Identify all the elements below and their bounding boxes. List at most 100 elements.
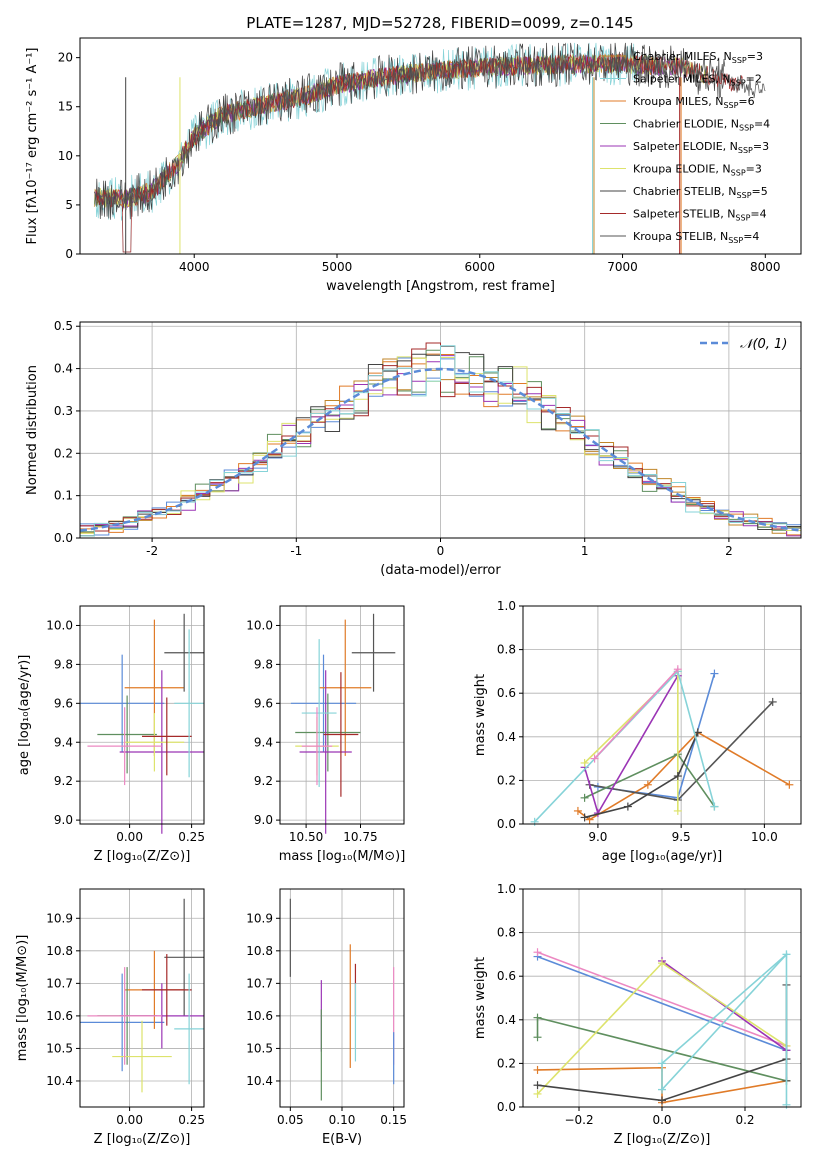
y-tick-label: 10.4 <box>46 1074 73 1088</box>
chart-title: PLATE=1287, MJD=52728, FIBERID=0099, z=0… <box>246 14 633 32</box>
normal-curve <box>79 367 802 532</box>
y-tick-label: 10.4 <box>246 1074 273 1088</box>
x-tick-label: 0.25 <box>178 830 205 844</box>
y-tick-label: 10.9 <box>46 911 73 925</box>
legend-value: =3 <box>747 50 763 63</box>
legend-subscript: SSP <box>731 79 746 88</box>
x-tick-label: 0.15 <box>380 1113 407 1127</box>
legend-subscript: SSP <box>723 101 738 110</box>
residuals-histogram: -2 -1 0 1 2 0.0 0.1 0.2 0.3 0.4 0.5 (data-model)/er… <box>25 319 802 578</box>
legend-value: =2 <box>746 73 762 86</box>
x-tick-label: 1 <box>581 544 589 558</box>
y-tick-label: 0.3 <box>54 404 73 418</box>
weight-vs-metallicity-plot: −0.2 0.0 0.2 0.0 0.2 0.4 0.6 0.8 1.0 Z [log₁₀(Z/Z… <box>473 882 802 1147</box>
y-tick-label: 10.0 <box>46 618 73 632</box>
y-axis-label: age [log₁₀(age/yr)] <box>17 655 32 776</box>
x-axis-label: Z [log₁₀(Z/Z⊙)] <box>94 849 191 864</box>
y-tick-label: 10.6 <box>246 1009 273 1023</box>
axes-frame <box>79 605 205 825</box>
legend-value: =3 <box>746 163 762 176</box>
y-tick-label: 10.8 <box>46 944 73 958</box>
y-tick-label: 1.0 <box>497 599 516 613</box>
y-tick-label: 0.6 <box>497 686 516 700</box>
y-tick-label: 9.4 <box>254 735 273 749</box>
legend-entry: Chabrier ELODIE, NSSP=4 <box>633 118 770 133</box>
y-tick-label: 10 <box>58 149 73 163</box>
legend-entry: Salpeter ELODIE, NSSP=3 <box>633 140 769 155</box>
y-axis-label: Normed distribution <box>25 365 40 495</box>
x-tick-label: 8000 <box>750 260 781 274</box>
y-tick-label: 0.2 <box>497 773 516 787</box>
y-tick-label: 10.5 <box>246 1041 273 1055</box>
x-tick-label: 0.05 <box>277 1113 304 1127</box>
x-tick-label: 10.0 <box>751 830 778 844</box>
y-tick-label: 0.0 <box>497 817 516 831</box>
age-vs-mass-plot: 10.50 10.75 9.0 9.2 9.4 9.6 9.8 10.0 mass [log₁₀… <box>246 605 406 864</box>
y-tick-label: 0.1 <box>54 489 73 503</box>
x-tick-label: 0.00 <box>116 1113 143 1127</box>
x-tick-label: 0.25 <box>178 1113 205 1127</box>
weight-line <box>537 951 787 1047</box>
x-tick-label: 10.75 <box>343 830 377 844</box>
legend-subscript: SSP <box>735 214 750 223</box>
y-tick-label: 10.6 <box>46 1009 73 1023</box>
x-axis-label: Z [log₁₀(Z/Z⊙)] <box>614 1132 711 1147</box>
legend-subscript: SSP <box>728 236 743 245</box>
y-tick-label: 0.4 <box>54 362 73 376</box>
x-tick-label: 9.5 <box>672 830 691 844</box>
legend-entry: Salpeter STELIB, NSSP=4 <box>633 208 767 223</box>
y-tick-label: 9.0 <box>254 813 273 827</box>
x-tick-label: 0.10 <box>329 1113 356 1127</box>
axes-frame <box>522 605 802 825</box>
x-tick-label: 0 <box>437 544 445 558</box>
legend-value: =3 <box>753 140 769 153</box>
y-axis-label: mass weight <box>473 957 488 1039</box>
axes-frame <box>279 605 405 825</box>
spectrum-line <box>93 42 726 220</box>
x-axis-label: mass [log₁₀(M/M⊙)] <box>279 849 406 864</box>
x-tick-label: 0.2 <box>735 1113 754 1127</box>
legend-subscript: SSP <box>737 191 752 200</box>
x-axis-label: age [log₁₀(age/yr)] <box>602 849 723 864</box>
legend-entry: Kroupa ELODIE, NSSP=3 <box>633 163 762 178</box>
y-tick-label: 0.0 <box>497 1100 516 1114</box>
legend-entry: Kroupa STELIB, NSSP=4 <box>633 230 759 245</box>
axes-frame <box>79 888 205 1108</box>
x-axis-label: E(B-V) <box>322 1132 362 1147</box>
weight-line <box>584 669 679 811</box>
y-tick-label: 15 <box>58 100 73 114</box>
y-axis-label: mass [log₁₀(M/M⊙)] <box>15 935 30 1062</box>
x-tick-label: 2 <box>725 544 733 558</box>
legend-value: =6 <box>738 95 754 108</box>
y-tick-label: 10.0 <box>246 618 273 632</box>
y-tick-label: 9.8 <box>254 657 273 671</box>
legend-entry: Kroupa MILES, NSSP=6 <box>633 95 755 110</box>
y-tick-label: 10.7 <box>246 976 273 990</box>
spectrum-plot: 4000 5000 6000 7000 8000 0 5 10 15 20 wavelength [… <box>25 14 802 294</box>
y-tick-label: 0.4 <box>497 730 516 744</box>
y-tick-label: 0.8 <box>497 643 516 657</box>
weight-line <box>661 960 787 1051</box>
axes-frame <box>79 37 802 255</box>
weight-line <box>537 955 787 1052</box>
y-tick-label: 10.9 <box>246 911 273 925</box>
axes-frame <box>79 321 802 539</box>
x-tick-label: 10.50 <box>289 830 323 844</box>
legend-value: =4 <box>754 118 770 131</box>
y-tick-label: 0.6 <box>497 969 516 983</box>
y-tick-label: 9.2 <box>54 774 73 788</box>
y-tick-label: 0 <box>65 247 73 261</box>
x-tick-label: -1 <box>290 544 302 558</box>
weight-line <box>593 668 679 760</box>
y-tick-label: 9.2 <box>254 774 273 788</box>
histogram-step <box>79 345 801 538</box>
y-tick-label: 9.4 <box>54 735 73 749</box>
y-tick-label: 0.4 <box>497 1013 516 1027</box>
legend-subscript: SSP <box>732 56 747 65</box>
y-tick-label: 0.2 <box>497 1056 516 1070</box>
spectrum-line <box>96 54 766 208</box>
axes-frame <box>522 888 802 1108</box>
weight-line <box>661 953 788 1091</box>
weight-vs-age-plot: 9.0 9.5 10.0 0.0 0.2 0.4 0.6 0.8 1.0 age [log₁₀(a… <box>473 599 802 864</box>
